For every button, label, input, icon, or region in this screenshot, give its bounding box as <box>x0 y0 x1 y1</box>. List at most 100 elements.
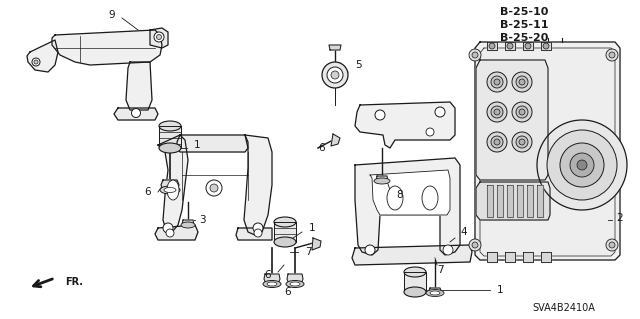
Polygon shape <box>158 135 188 232</box>
Circle shape <box>494 109 500 115</box>
Ellipse shape <box>267 282 277 286</box>
Circle shape <box>469 49 481 61</box>
Polygon shape <box>404 272 426 292</box>
Polygon shape <box>527 185 533 217</box>
Circle shape <box>435 107 445 117</box>
Polygon shape <box>428 288 442 293</box>
Polygon shape <box>476 60 548 180</box>
Polygon shape <box>161 180 179 190</box>
Circle shape <box>491 76 503 88</box>
Circle shape <box>34 60 38 64</box>
Circle shape <box>487 72 507 92</box>
Polygon shape <box>150 28 168 48</box>
Polygon shape <box>507 185 513 217</box>
Circle shape <box>469 239 481 251</box>
Ellipse shape <box>404 267 426 277</box>
Polygon shape <box>312 238 321 250</box>
Text: 7: 7 <box>305 247 311 257</box>
Polygon shape <box>52 30 162 65</box>
Circle shape <box>375 110 385 120</box>
Text: FR.: FR. <box>65 277 83 287</box>
Circle shape <box>512 72 532 92</box>
Text: 5: 5 <box>355 60 362 70</box>
Polygon shape <box>155 225 198 240</box>
Circle shape <box>443 245 453 255</box>
Circle shape <box>163 223 173 233</box>
Circle shape <box>543 43 549 49</box>
Circle shape <box>131 108 141 117</box>
Text: B-25-11: B-25-11 <box>500 20 548 30</box>
Circle shape <box>547 130 617 200</box>
Ellipse shape <box>263 280 281 287</box>
Polygon shape <box>505 252 515 262</box>
Polygon shape <box>244 135 272 235</box>
Text: B-25-10: B-25-10 <box>500 7 548 17</box>
Text: 6: 6 <box>145 187 151 197</box>
Polygon shape <box>182 220 194 225</box>
Ellipse shape <box>159 143 181 153</box>
Ellipse shape <box>164 188 176 192</box>
Circle shape <box>327 67 343 83</box>
Text: 1: 1 <box>497 285 503 295</box>
Text: 6: 6 <box>265 270 271 280</box>
Circle shape <box>577 160 587 170</box>
Polygon shape <box>523 42 533 50</box>
Text: 8: 8 <box>397 190 403 200</box>
Circle shape <box>426 128 434 136</box>
Text: 1: 1 <box>194 140 200 150</box>
Circle shape <box>519 79 525 85</box>
Circle shape <box>494 139 500 145</box>
Polygon shape <box>497 185 503 217</box>
Circle shape <box>516 136 528 148</box>
Text: 4: 4 <box>461 227 467 237</box>
Text: 1: 1 <box>308 223 316 233</box>
Polygon shape <box>480 48 615 256</box>
Polygon shape <box>177 135 248 152</box>
Text: 6: 6 <box>319 143 325 153</box>
Circle shape <box>487 132 507 152</box>
Text: 3: 3 <box>198 215 205 225</box>
Polygon shape <box>517 185 523 217</box>
Ellipse shape <box>167 180 179 200</box>
Circle shape <box>519 109 525 115</box>
Circle shape <box>210 184 218 192</box>
Circle shape <box>32 58 40 66</box>
Circle shape <box>154 32 164 42</box>
Ellipse shape <box>160 186 180 194</box>
Ellipse shape <box>274 217 296 227</box>
Circle shape <box>609 52 615 58</box>
Text: B-25-20: B-25-20 <box>500 33 548 43</box>
Circle shape <box>472 242 478 248</box>
Text: 7: 7 <box>436 265 444 275</box>
Circle shape <box>606 49 618 61</box>
Circle shape <box>365 245 375 255</box>
Ellipse shape <box>404 287 426 297</box>
Circle shape <box>507 43 513 49</box>
Text: 6: 6 <box>285 287 291 297</box>
Polygon shape <box>537 185 543 217</box>
Circle shape <box>512 132 532 152</box>
Ellipse shape <box>374 178 390 184</box>
Circle shape <box>331 71 339 79</box>
Ellipse shape <box>430 291 440 295</box>
Polygon shape <box>376 176 388 181</box>
Polygon shape <box>487 185 493 217</box>
Circle shape <box>609 242 615 248</box>
Circle shape <box>525 43 531 49</box>
Polygon shape <box>287 274 303 284</box>
Ellipse shape <box>274 237 296 247</box>
Polygon shape <box>355 158 460 255</box>
Polygon shape <box>329 45 341 50</box>
Text: SVA4B2410A: SVA4B2410A <box>532 303 595 313</box>
Polygon shape <box>159 126 181 148</box>
Circle shape <box>166 229 174 237</box>
Circle shape <box>491 106 503 118</box>
Circle shape <box>322 62 348 88</box>
Ellipse shape <box>290 282 300 286</box>
Polygon shape <box>27 40 58 72</box>
Circle shape <box>516 106 528 118</box>
Circle shape <box>570 153 594 177</box>
Circle shape <box>516 76 528 88</box>
Polygon shape <box>475 42 620 260</box>
Polygon shape <box>352 245 472 265</box>
